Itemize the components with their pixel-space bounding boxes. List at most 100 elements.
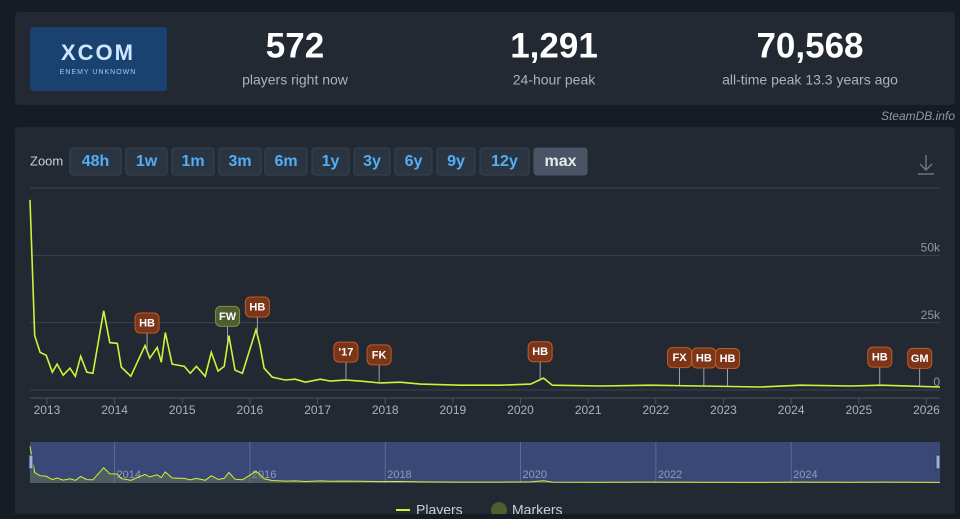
- y-tick-label: 50k: [921, 241, 941, 255]
- navigator-tick-label: 2014: [117, 469, 141, 481]
- zoom-button-label: 3y: [363, 153, 381, 170]
- game-thumbnail[interactable]: [30, 27, 167, 91]
- marker-label: HB: [139, 317, 155, 329]
- marker[interactable]: FW: [215, 305, 241, 345]
- marker-label: GM: [911, 353, 929, 365]
- logo-title: XCOM: [61, 40, 135, 65]
- zoom-button-label: 6m: [274, 153, 297, 170]
- x-tick-label: 2016: [237, 403, 264, 417]
- x-tick-label: 2019: [440, 403, 467, 417]
- zoom-button[interactable]: [171, 147, 215, 176]
- marker-badge: [134, 312, 160, 334]
- zoom-button[interactable]: [479, 147, 530, 176]
- navigator-plot: 2014 2016 2018 2020 2022 2024: [29, 442, 941, 483]
- zoom-button[interactable]: [311, 147, 350, 176]
- x-tick-label: 2013: [34, 403, 61, 417]
- marker[interactable]: GM: [907, 347, 933, 387]
- marker-badge: [244, 296, 270, 318]
- marker-label: FW: [219, 311, 237, 323]
- y-tick-label: 0: [933, 375, 940, 389]
- zoom-button[interactable]: [69, 147, 122, 176]
- download-icon[interactable]: [918, 155, 934, 175]
- series-line: [29, 199, 941, 388]
- zoom-button[interactable]: [533, 147, 588, 176]
- marker-label: '17: [339, 346, 354, 358]
- navigator[interactable]: [30, 442, 940, 483]
- zoom-button-label: max: [544, 153, 576, 170]
- download-glyph: [918, 155, 934, 175]
- zoom-button-label: 12y: [491, 153, 518, 170]
- marker[interactable]: HB: [527, 341, 553, 380]
- marker-badge: [366, 344, 392, 366]
- x-tick-label: 2020: [507, 403, 534, 417]
- stat-label: players right now: [242, 72, 349, 88]
- thumbnail-glow: [30, 27, 167, 91]
- zoom-button-label: 48h: [82, 153, 110, 170]
- marker-badge: [215, 305, 241, 327]
- navigator-tick-label: 2016: [252, 469, 276, 481]
- zoom-button[interactable]: [353, 147, 391, 176]
- y-tick-label: 25k: [921, 308, 941, 322]
- x-tick-label: 2022: [642, 403, 669, 417]
- navigator-line: [29, 446, 941, 483]
- legend-label[interactable]: Players: [416, 502, 463, 518]
- zoom-button[interactable]: [218, 147, 262, 176]
- zoom-button-label: 6y: [405, 153, 423, 170]
- stat-label: 24-hour peak: [513, 72, 597, 88]
- zoom-button-label: 1y: [322, 153, 340, 170]
- zoom-button[interactable]: [125, 147, 168, 176]
- x-tick-label: 2021: [575, 403, 602, 417]
- marker[interactable]: '17: [333, 341, 359, 381]
- zoom-button[interactable]: [264, 147, 308, 176]
- stat-label: all-time peak 13.3 years ago: [722, 72, 898, 88]
- logo-subtitle: ENEMY UNKNOWN: [60, 69, 137, 76]
- navigator-handle[interactable]: [28, 454, 34, 470]
- navigator-tick-label: 2022: [658, 469, 682, 481]
- navigator-area: [30, 446, 940, 483]
- marker-label: HB: [720, 353, 736, 365]
- marker[interactable]: HB: [134, 312, 160, 351]
- marker[interactable]: FK: [366, 344, 392, 383]
- navigator-tick-label: 2018: [387, 469, 411, 481]
- marker-label: FX: [672, 352, 687, 364]
- marker-label: HB: [872, 352, 888, 364]
- marker-badge: [333, 341, 359, 363]
- x-tick-label: 2024: [778, 403, 805, 417]
- stats: 572 players right now 1,291 24-hour peak 70,…: [242, 26, 898, 87]
- x-tick-label: 2026: [913, 403, 940, 417]
- marker-label: HB: [249, 301, 265, 313]
- stat-value: 1,291: [510, 26, 598, 65]
- marker-label: FK: [372, 349, 387, 361]
- x-tick-label: 2015: [169, 403, 196, 417]
- x-tick-label: 2023: [710, 403, 737, 417]
- x-tick-label: 2025: [845, 403, 872, 417]
- navigator-handle[interactable]: [935, 454, 941, 470]
- navigator-tick-label: 2024: [793, 469, 817, 481]
- stats-panel: [15, 12, 955, 105]
- zoom-button-label: 9y: [447, 153, 465, 170]
- credit[interactable]: SteamDB.info: [881, 109, 955, 123]
- marker-badge: [715, 347, 741, 369]
- plot: 0 25k 50k 2013 2014 2015 2016 2017 2018 2019 2020 2…: [29, 199, 941, 417]
- zoom-label: Zoom: [30, 153, 63, 168]
- marker[interactable]: HB: [867, 346, 893, 386]
- marker[interactable]: HB: [244, 296, 270, 335]
- x-tick-label: 2014: [101, 403, 128, 417]
- marker[interactable]: HB: [715, 347, 741, 387]
- marker[interactable]: HB: [691, 347, 717, 387]
- stat-value: 70,568: [756, 26, 863, 65]
- marker-badge: [527, 341, 553, 363]
- zoom-button-label: 1m: [181, 153, 204, 170]
- marker-badge: [907, 347, 933, 369]
- stat-value: 572: [266, 26, 324, 65]
- zoom-buttons: 48h 1w 1m 3m 6m 1y 3y 6y 9y 12y max: [69, 147, 588, 176]
- legend-label[interactable]: Markers: [512, 502, 563, 518]
- marker-label: HB: [532, 346, 548, 358]
- zoom-button[interactable]: [436, 147, 476, 176]
- zoom-button[interactable]: [394, 147, 433, 176]
- x-tick-label: 2018: [372, 403, 399, 417]
- marker-badge: [867, 346, 893, 368]
